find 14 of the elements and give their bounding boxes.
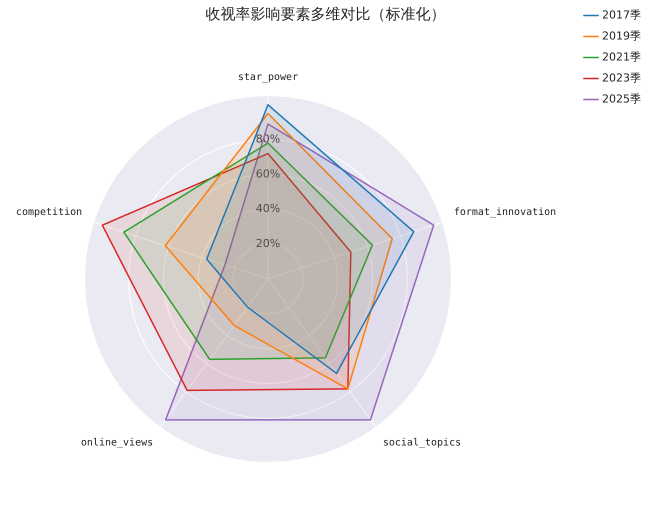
- spoke-label: online_views: [80, 438, 154, 449]
- spoke-label: competition: [16, 207, 82, 218]
- spoke-label: social_topics: [382, 438, 462, 449]
- y-tick-label: 60%: [256, 167, 280, 180]
- y-tick-label: 40%: [256, 202, 280, 216]
- legend-label: 2017季: [602, 8, 642, 22]
- legend-label: 2019季: [602, 29, 642, 42]
- legend-label: 2023季: [602, 71, 642, 84]
- legend-label: 2021季: [602, 50, 642, 64]
- spoke-label: star_power: [238, 72, 298, 84]
- chart-title: 收视率影响要素多维对比（标准化）: [206, 4, 446, 23]
- spoke-label: format_innovation: [454, 207, 556, 218]
- legend-label: 2025季: [602, 92, 642, 106]
- y-tick-label: 20%: [256, 237, 280, 250]
